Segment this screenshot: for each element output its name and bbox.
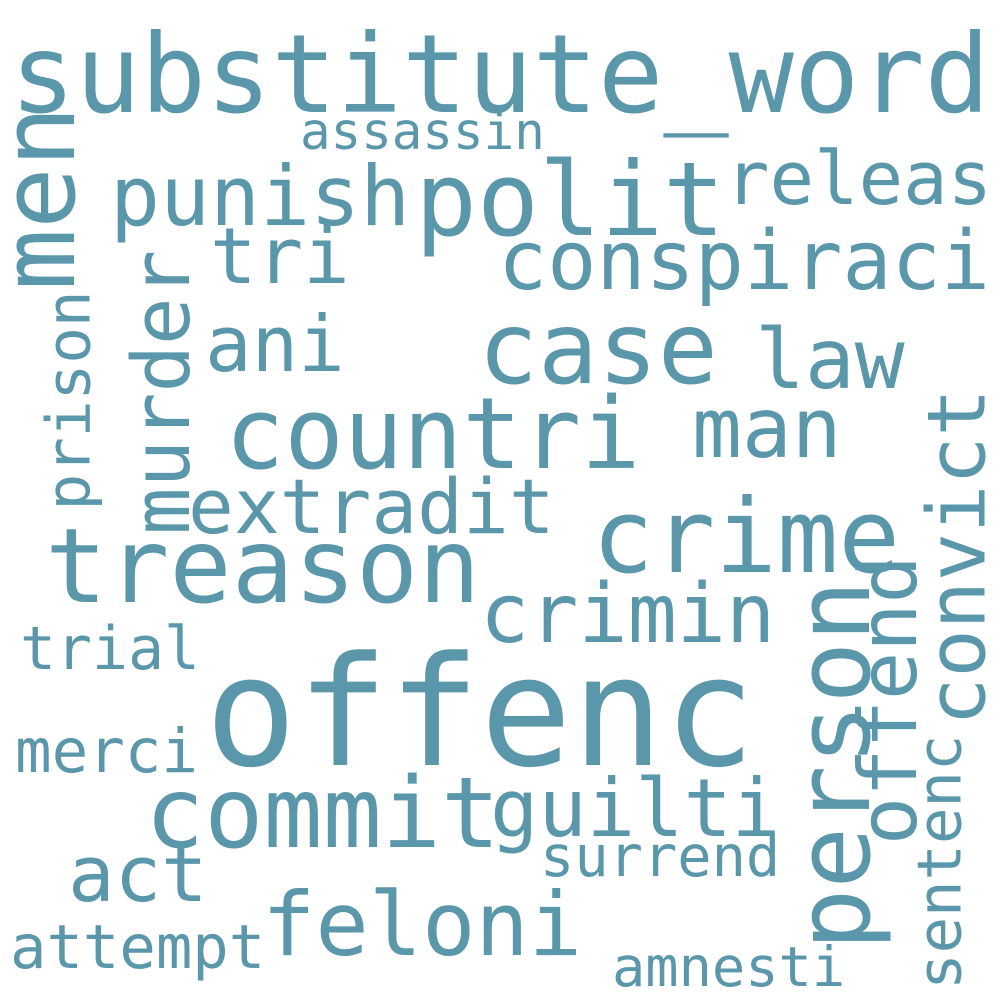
word-law: law: [755, 310, 905, 408]
word-polit: polit: [415, 139, 726, 260]
word-releas: releas: [725, 136, 993, 222]
word-countri: countri: [225, 377, 641, 492]
word-case: case: [478, 292, 718, 407]
word-extradit: extradit: [188, 461, 555, 551]
word-ani: ani: [205, 299, 345, 390]
word-attempt: attempt: [10, 913, 266, 983]
word-assassin: assassin: [300, 102, 545, 161]
word-tri: tri: [210, 212, 350, 302]
word-substitute-word: substitute_word: [10, 10, 990, 138]
word-merci: merci: [15, 717, 199, 787]
word-man: man: [692, 379, 842, 477]
word-treason: treason: [45, 507, 481, 627]
word-amnesti: amnesti: [612, 936, 846, 1000]
word-feloni: feloni: [262, 872, 583, 976]
word-commit: commit: [145, 756, 501, 871]
word-conspiraci: conspiraci: [498, 213, 990, 309]
word-trial: trial: [20, 614, 201, 684]
word-sentenc: sentenc: [904, 734, 975, 990]
word-guilti: guilti: [490, 760, 781, 855]
word-men: men: [0, 105, 99, 290]
word-crime: crime: [592, 477, 901, 597]
word-surrend: surrend: [540, 824, 781, 890]
word-prison: prison: [33, 289, 105, 511]
word-offenc: offenc: [205, 623, 756, 801]
word-crimin: crimin: [480, 567, 776, 662]
word-act: act: [68, 829, 208, 920]
word-punish: punish: [110, 148, 411, 245]
